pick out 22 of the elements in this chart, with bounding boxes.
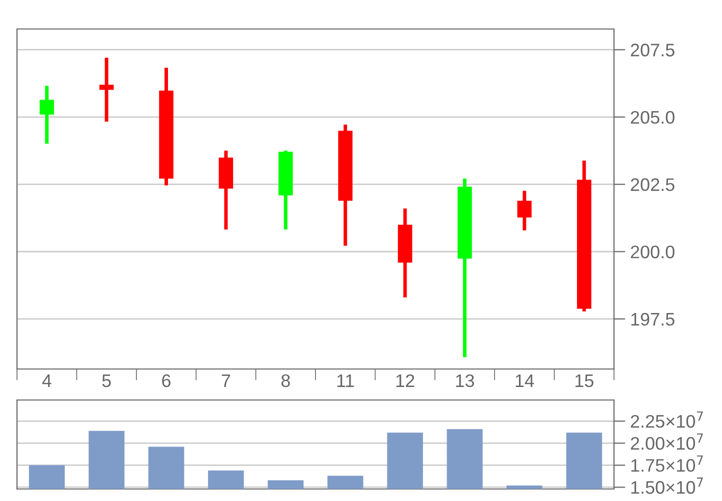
x-tick-label: 14: [516, 374, 534, 387]
x-tick-label: 15: [575, 374, 594, 388]
x-tick-label: 8: [281, 374, 290, 388]
x-tick-label: 4: [42, 374, 52, 387]
x-tick-label: 7: [222, 374, 230, 387]
candlestick: [40, 86, 54, 144]
x-tick-label: 11: [337, 374, 354, 387]
x-tick-label: 12: [396, 374, 414, 387]
y-tick-label: 200.0: [630, 246, 674, 258]
y-tick-label: 1.50×10$^{7}$: [631, 478, 703, 494]
candlestick: [517, 190, 532, 230]
y-tick-label: 2.25×10$^{7}$: [630, 411, 703, 428]
y-tick-label: 207.5: [630, 44, 674, 56]
y-tick-label: 205.0: [630, 110, 674, 124]
x-tick-label: 13: [456, 374, 474, 388]
x-tick-label: 5: [102, 374, 111, 388]
y-tick-label: 1.75×10$^{7}$: [631, 456, 703, 472]
y-tick-label: 2.00×10$^{7}$: [630, 433, 703, 450]
y-tick-label: 197.5: [631, 312, 674, 326]
candlestick: [99, 58, 114, 122]
y-tick-label: 202.5: [630, 178, 674, 192]
x-tick-label: 6: [162, 374, 170, 388]
